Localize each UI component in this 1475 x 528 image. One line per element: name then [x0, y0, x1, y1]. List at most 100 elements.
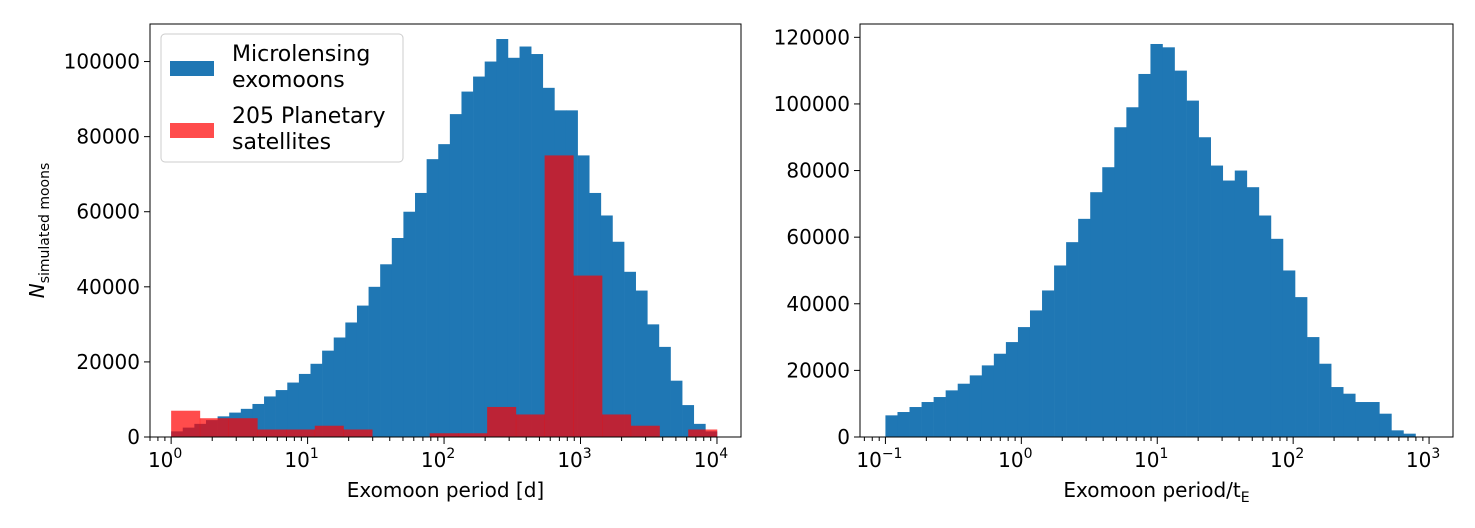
x-tick-label: 103 [557, 446, 591, 472]
histogram-bar [519, 46, 532, 437]
histogram-bar [264, 396, 276, 437]
histogram-bar [981, 365, 995, 437]
histogram-bar [1017, 327, 1031, 437]
y-tick-label: 20000 [76, 350, 140, 374]
histogram-bar [252, 403, 265, 437]
y-tick-label: 100000 [64, 50, 140, 74]
x-tick-base: 10 [557, 448, 582, 472]
legend-swatch [170, 123, 214, 138]
histogram-bar [1391, 430, 1404, 437]
histogram-bar [1343, 393, 1356, 437]
histogram-bar [380, 264, 393, 437]
histogram-bar [1150, 43, 1163, 437]
histogram-bar [345, 322, 358, 437]
histogram-bar [286, 429, 316, 437]
x-tick-label: 100 [998, 446, 1032, 472]
plot-frame [149, 23, 742, 438]
histogram-bar [298, 373, 311, 437]
x-tick-label: 100 [148, 446, 182, 472]
histogram-bar [333, 337, 346, 437]
x-tick-exponent: 1 [1160, 446, 1169, 462]
x-tick-label: 101 [284, 446, 318, 472]
histogram-bar [969, 375, 983, 437]
histogram-bar [429, 433, 459, 437]
legend-label: 205 Planetary [232, 104, 386, 129]
histogram-bar [1367, 402, 1380, 437]
x-axis-label-text: Exomoon period/t [1063, 478, 1241, 502]
x-tick-base: 10 [1406, 448, 1431, 472]
histogram-bar [1126, 107, 1139, 438]
histogram-bar [630, 425, 660, 437]
y-tick-label: 100000 [774, 92, 850, 116]
histogram-bar [897, 412, 910, 437]
histogram-bar [1210, 165, 1224, 437]
y-tick-label: 60000 [76, 200, 140, 224]
x-tick-label: 104 [694, 446, 728, 472]
y-axis-label-main: N [25, 283, 49, 298]
histogram-bar [275, 390, 288, 437]
histogram-bar [1174, 70, 1187, 438]
histogram-bar [458, 433, 488, 437]
x-tick-exponent: 2 [446, 446, 455, 462]
y-axis-label: Nsimulated moons [25, 163, 53, 299]
histogram-bar [343, 429, 373, 437]
x-tick-label: 102 [1270, 446, 1304, 472]
x-tick-label: 10−1 [856, 446, 902, 472]
plot-frame [859, 23, 1454, 438]
histogram-bar [682, 405, 695, 437]
y-tick-label: 0 [127, 425, 140, 449]
histogram-bar [1307, 337, 1320, 437]
x-tick-base: 10 [284, 448, 309, 472]
histogram-bar [515, 414, 545, 437]
x-tick-label: 102 [421, 446, 455, 472]
histogram-bar [507, 57, 520, 438]
y-tick-label: 80000 [786, 159, 850, 183]
histogram-bar [1114, 127, 1127, 437]
histogram-bar [933, 397, 946, 437]
histogram-bar [171, 410, 201, 437]
histogram-bar [1005, 342, 1019, 437]
histogram-bar [1102, 167, 1115, 437]
y-axis-label-subscript: simulated moons [37, 163, 53, 284]
x-tick-exponent: 4 [719, 446, 728, 462]
histogram-bar [1090, 192, 1103, 437]
x-tick-exponent: 1 [310, 446, 319, 462]
x-axis-label-subscript: E [1241, 490, 1250, 506]
x-tick-base: 10 [148, 448, 173, 472]
x-tick-base: 10 [694, 448, 719, 472]
histogram-bar [1355, 402, 1368, 437]
y-tick-label: 60000 [786, 225, 850, 249]
histogram-bar [885, 415, 898, 437]
legend-box [160, 33, 404, 163]
x-tick-base: 10 [421, 448, 446, 472]
histogram-bar [945, 390, 959, 437]
histogram-bar [322, 350, 335, 437]
histogram-bar [1319, 363, 1332, 437]
histogram-bar [257, 429, 287, 437]
histogram-bar [449, 114, 462, 437]
histogram-bar [921, 402, 934, 437]
legend-label: Microlensing [232, 42, 370, 67]
histogram-bar [602, 414, 632, 437]
y-tick-label: 20000 [786, 358, 850, 382]
histogram-bar [670, 380, 683, 437]
histogram-bar [688, 429, 718, 437]
histogram-bar [438, 144, 451, 438]
y-tick-label: 120000 [774, 25, 850, 49]
y-tick-label: 80000 [76, 125, 140, 149]
histogram-bar [487, 406, 517, 437]
histogram-bar [635, 290, 648, 437]
x-tick-base: 10 [856, 448, 881, 472]
histogram-bar [403, 211, 416, 437]
histogram-bar [1198, 137, 1211, 437]
legend-label: exomoons [232, 68, 345, 93]
histogram-bar [1331, 387, 1344, 437]
y-tick-label: 0 [837, 425, 850, 449]
y-tick-label: 40000 [786, 292, 850, 316]
histogram-bar [957, 383, 971, 437]
histogram-bar [473, 76, 486, 438]
histogram-bar [1029, 310, 1043, 437]
x-tick-exponent: 3 [583, 446, 592, 462]
right-histogram-chart: 10−1 100 101 102 103020000400006000080000100… [774, 23, 1454, 506]
histogram-bar [368, 286, 381, 437]
